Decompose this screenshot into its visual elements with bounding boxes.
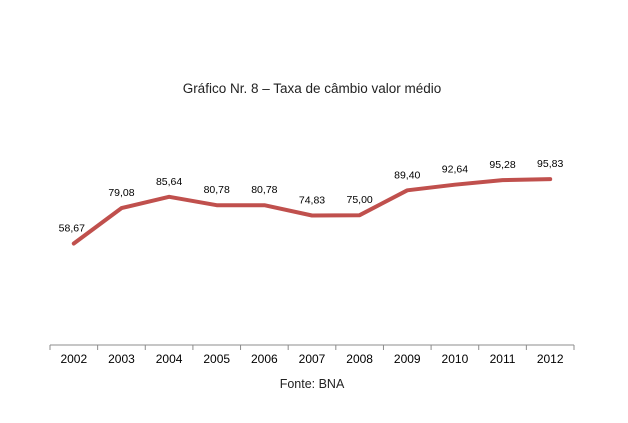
data-labels: 58,67 79,08 85,64 80,78 80,78 74,83 75,00 89,40… <box>59 158 564 234</box>
data-label: 74,83 <box>299 194 325 206</box>
x-tick-label: 2008 <box>346 352 373 366</box>
x-tick-label: 2004 <box>156 352 183 366</box>
x-tick-label: 2005 <box>203 352 230 366</box>
data-label: 95,28 <box>489 159 515 171</box>
data-label: 75,00 <box>346 194 372 206</box>
data-label: 95,83 <box>537 158 563 170</box>
source-note: Fonte: BNA <box>280 377 345 391</box>
data-label: 80,78 <box>251 184 277 196</box>
plot-area: 2002 2003 2004 2005 2006 2007 2008 2009 2010 2011… <box>49 158 575 366</box>
x-tick-label: 2012 <box>537 352 564 366</box>
data-label: 92,64 <box>442 164 468 176</box>
x-tick-label: 2002 <box>60 352 87 366</box>
data-label: 79,08 <box>108 187 134 199</box>
x-axis-ticks <box>49 345 575 350</box>
x-tick-label: 2011 <box>490 352 516 366</box>
x-axis-tick-labels: 2002 2003 2004 2005 2006 2007 2008 2009 2010 2011… <box>60 352 563 366</box>
data-label: 85,64 <box>156 176 182 188</box>
data-label: 80,78 <box>204 184 230 196</box>
x-tick-label: 2010 <box>442 352 469 366</box>
x-tick-label: 2009 <box>394 352 421 366</box>
chart-title: Gráfico Nr. 8 – Taxa de câmbio valor méd… <box>183 81 442 96</box>
data-label: 58,67 <box>59 222 85 234</box>
x-tick-label: 2003 <box>108 352 135 366</box>
x-tick-label: 2006 <box>251 352 278 366</box>
data-label: 89,40 <box>394 169 420 181</box>
x-tick-label: 2007 <box>299 352 326 366</box>
series-line <box>71 177 553 246</box>
